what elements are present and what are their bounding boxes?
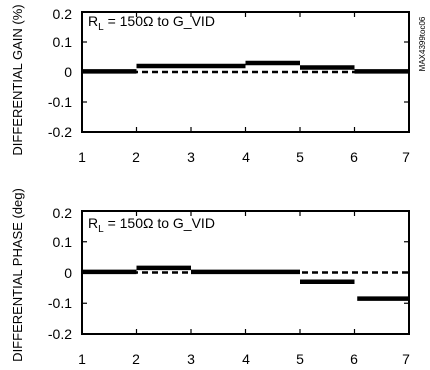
gain-annotation-sub: L bbox=[98, 22, 104, 33]
phase-x-tick-label: 3 bbox=[187, 351, 195, 367]
phase-plot-area bbox=[81, 210, 410, 335]
gain-y-tick-label: 0 bbox=[64, 64, 72, 80]
gain-y-tick-labels: 0.2 0.1 0 -0.1 -0.2 bbox=[48, 6, 72, 140]
phase-x-tick-label: 2 bbox=[132, 351, 140, 367]
gain-y-tick-label: -0.1 bbox=[48, 94, 72, 110]
phase-x-tick-label: 7 bbox=[402, 351, 410, 367]
gain-x-tick-label: 1 bbox=[78, 149, 86, 165]
gain-x-tick-label: 4 bbox=[242, 149, 250, 165]
phase-x-tick-label: 4 bbox=[242, 351, 250, 367]
phase-x-tick-label: 6 bbox=[350, 351, 358, 367]
gain-y-tick-label: 0.2 bbox=[53, 6, 73, 22]
phase-y-tick-label: 0.1 bbox=[53, 234, 73, 250]
gain-y-tick-label: -0.2 bbox=[48, 124, 72, 140]
gain-x-tick-label: 3 bbox=[187, 149, 195, 165]
gain-plot-area bbox=[81, 11, 410, 133]
phase-annotation: RL = 150Ω to G_VID bbox=[88, 215, 215, 235]
phase-annotation-main: R bbox=[88, 215, 98, 231]
gain-y-tick-label: 0.1 bbox=[53, 34, 73, 50]
gain-annotation-rest: = 150Ω to G_VID bbox=[104, 13, 215, 29]
gain-part-number-label: MAX4399toc06 bbox=[418, 16, 427, 71]
phase-chart: DIFFERENTIAL PHASE (deg) 0.2 0.1 0 -0.1 … bbox=[10, 188, 410, 367]
phase-y-tick-label: -0.1 bbox=[48, 295, 72, 311]
phase-y-tick-label: 0 bbox=[64, 265, 72, 281]
gain-x-tick-label: 2 bbox=[132, 149, 140, 165]
phase-x-tick-label: 1 bbox=[78, 351, 86, 367]
gain-chart: DIFFERENTIAL GAIN (%) 0.2 0.1 0 -0.1 -0.… bbox=[10, 4, 427, 165]
phase-y-tick-label: -0.2 bbox=[48, 326, 72, 342]
phase-y-tick-labels: 0.2 0.1 0 -0.1 -0.2 bbox=[48, 205, 72, 342]
phase-annotation-rest: = 150Ω to G_VID bbox=[104, 215, 215, 231]
gain-y-axis-title: DIFFERENTIAL GAIN (%) bbox=[10, 4, 25, 155]
phase-x-tick-label: 5 bbox=[296, 351, 304, 367]
gain-annotation: RL = 150Ω to G_VID bbox=[88, 13, 215, 33]
gain-x-tick-label: 6 bbox=[350, 149, 358, 165]
phase-y-tick-label: 0.2 bbox=[53, 205, 73, 221]
gain-x-tick-label: 5 bbox=[296, 149, 304, 165]
gain-x-tick-label: 7 bbox=[402, 149, 410, 165]
gain-x-tick-labels: 1 2 3 4 5 6 7 bbox=[78, 149, 410, 165]
phase-annotation-sub: L bbox=[98, 224, 104, 235]
phase-x-tick-labels: 1 2 3 4 5 6 7 bbox=[78, 351, 410, 367]
gain-annotation-main: R bbox=[88, 13, 98, 29]
phase-y-axis-title: DIFFERENTIAL PHASE (deg) bbox=[10, 188, 25, 362]
